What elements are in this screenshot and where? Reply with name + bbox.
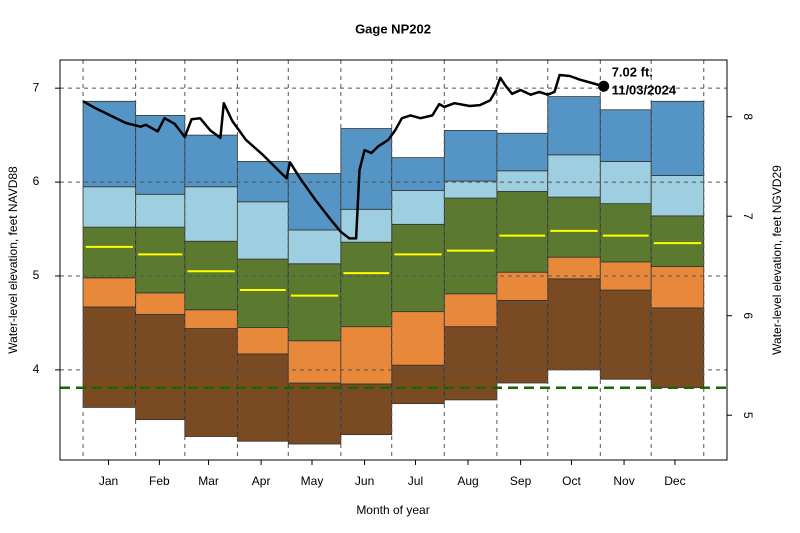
percentile-band (82, 186, 137, 228)
x-tick-label: Jan (99, 474, 118, 488)
percentile-band (184, 186, 238, 242)
percentile-band (650, 215, 705, 267)
percentile-band (135, 314, 186, 421)
y-tick-label: 4 (33, 362, 40, 376)
percentile-band (443, 180, 498, 199)
percentile-band (135, 193, 186, 228)
percentile-band (135, 292, 186, 315)
x-tick-label: Jun (355, 474, 374, 488)
percentile-band (82, 277, 137, 308)
chart-title: Gage NP202 (355, 21, 431, 36)
y-tick-label: 5 (33, 268, 40, 282)
percentile-band (391, 190, 445, 225)
y2-tick-label: 6 (741, 312, 755, 319)
percentile-band (496, 191, 549, 273)
percentile-band (496, 299, 549, 384)
percentile-band (547, 278, 601, 371)
y2-tick-label: 8 (741, 113, 755, 120)
percentile-band (547, 196, 601, 258)
percentile-band (391, 364, 445, 405)
percentile-band (340, 326, 393, 385)
percentile-band (443, 293, 498, 328)
x-tick-label: Mar (198, 474, 219, 488)
x-tick-label: Jul (408, 474, 423, 488)
percentile-band (443, 130, 498, 182)
percentile-band (391, 311, 445, 366)
percentile-band (599, 203, 652, 263)
percentile-band (547, 96, 601, 156)
percentile-band (650, 100, 705, 176)
percentile-band (547, 154, 601, 198)
percentile-band (443, 197, 498, 295)
percentile-band (650, 266, 705, 309)
percentile-band (184, 309, 238, 329)
percentile-band (599, 261, 652, 291)
percentile-band (650, 175, 705, 217)
percentile-band (496, 170, 549, 192)
x-tick-label: Feb (149, 474, 170, 488)
x-axis-label: Month of year (356, 503, 429, 517)
x-tick-label: Dec (664, 474, 685, 488)
x-tick-label: Aug (457, 474, 478, 488)
percentile-band (340, 241, 393, 328)
x-tick-label: Nov (613, 474, 634, 488)
percentile-band (236, 258, 289, 329)
percentile-band (496, 271, 549, 301)
percentile-band (82, 226, 137, 279)
percentile-band (340, 208, 393, 243)
current-date-label: 11/03/2024 (612, 83, 677, 98)
y-tick-label: 7 (33, 80, 40, 94)
percentile-band (236, 353, 289, 442)
plot-frame (59, 59, 728, 461)
percentile-band (340, 383, 393, 436)
x-tick-label: Sep (510, 474, 532, 488)
percentile-band (236, 327, 289, 355)
percentile-band (599, 109, 652, 162)
y2-tick-label: 5 (741, 412, 755, 419)
percentile-band (287, 263, 342, 342)
current-point (598, 80, 610, 92)
percentile-band (287, 229, 342, 265)
percentile-band (391, 223, 445, 313)
percentile-band (184, 134, 238, 188)
percentile-band (82, 306, 137, 408)
percentile-band (236, 201, 289, 260)
water-level-line (82, 73, 605, 240)
current-value-label: 7.02 ft. (612, 65, 653, 80)
y2-tick-label: 7 (741, 213, 755, 220)
y-axis-label: Water-level elevation, feet NAVD88 (6, 166, 20, 354)
percentile-band (135, 226, 186, 294)
percentile-band (287, 382, 342, 445)
x-tick-label: Oct (562, 474, 581, 488)
percentile-band (650, 307, 705, 389)
percentile-band (391, 157, 445, 191)
y-tick-label: 6 (33, 174, 40, 188)
x-tick-label: Apr (252, 474, 271, 488)
percentile-band (599, 161, 652, 205)
percentile-band (184, 328, 238, 437)
percentile-band (340, 128, 393, 210)
percentile-band (496, 132, 549, 172)
y2-axis-label: Water-level elevation, feet NGVD29 (770, 165, 784, 355)
x-tick-label: May (301, 474, 324, 488)
percentile-band (599, 289, 652, 380)
percentile-band (287, 340, 342, 384)
